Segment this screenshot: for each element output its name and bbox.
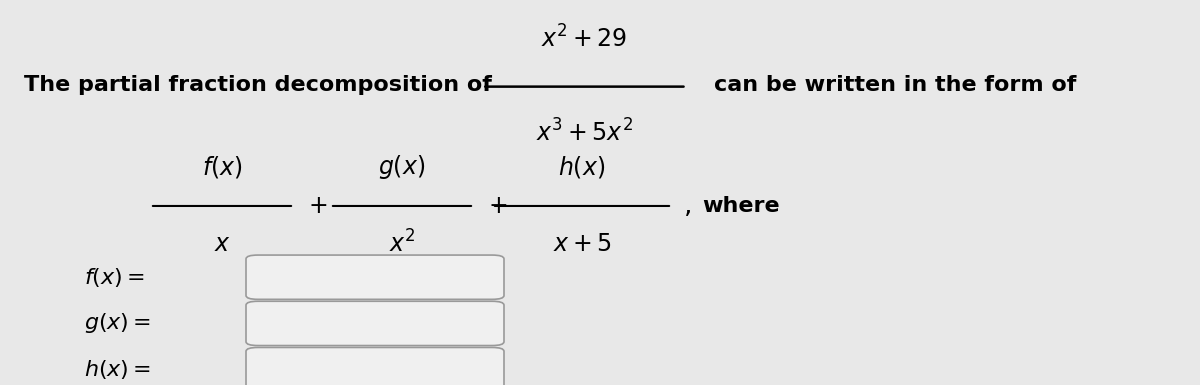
Text: ,: , xyxy=(684,193,692,219)
Text: $+$: $+$ xyxy=(488,194,508,218)
Text: $x^2 + 29$: $x^2 + 29$ xyxy=(541,25,628,52)
FancyBboxPatch shape xyxy=(246,255,504,300)
Text: $f(x) = $: $f(x) = $ xyxy=(84,266,145,289)
Text: $g(x) = $: $g(x) = $ xyxy=(84,311,151,335)
Text: $x + 5$: $x + 5$ xyxy=(553,233,611,256)
Text: can be written in the form of: can be written in the form of xyxy=(714,75,1076,95)
Text: $x$: $x$ xyxy=(214,233,230,256)
Text: $h(x) = $: $h(x) = $ xyxy=(84,358,151,381)
Text: $f(x)$: $f(x)$ xyxy=(202,154,242,181)
FancyBboxPatch shape xyxy=(246,301,504,346)
Text: where: where xyxy=(702,196,780,216)
Text: $g(x)$: $g(x)$ xyxy=(378,154,426,181)
Text: $+$: $+$ xyxy=(308,194,328,218)
Text: $x^2$: $x^2$ xyxy=(389,231,415,258)
Text: $h(x)$: $h(x)$ xyxy=(558,154,606,181)
FancyBboxPatch shape xyxy=(246,347,504,385)
Text: The partial fraction decomposition of: The partial fraction decomposition of xyxy=(24,75,492,95)
Text: $x^3 + 5x^2$: $x^3 + 5x^2$ xyxy=(536,119,632,146)
